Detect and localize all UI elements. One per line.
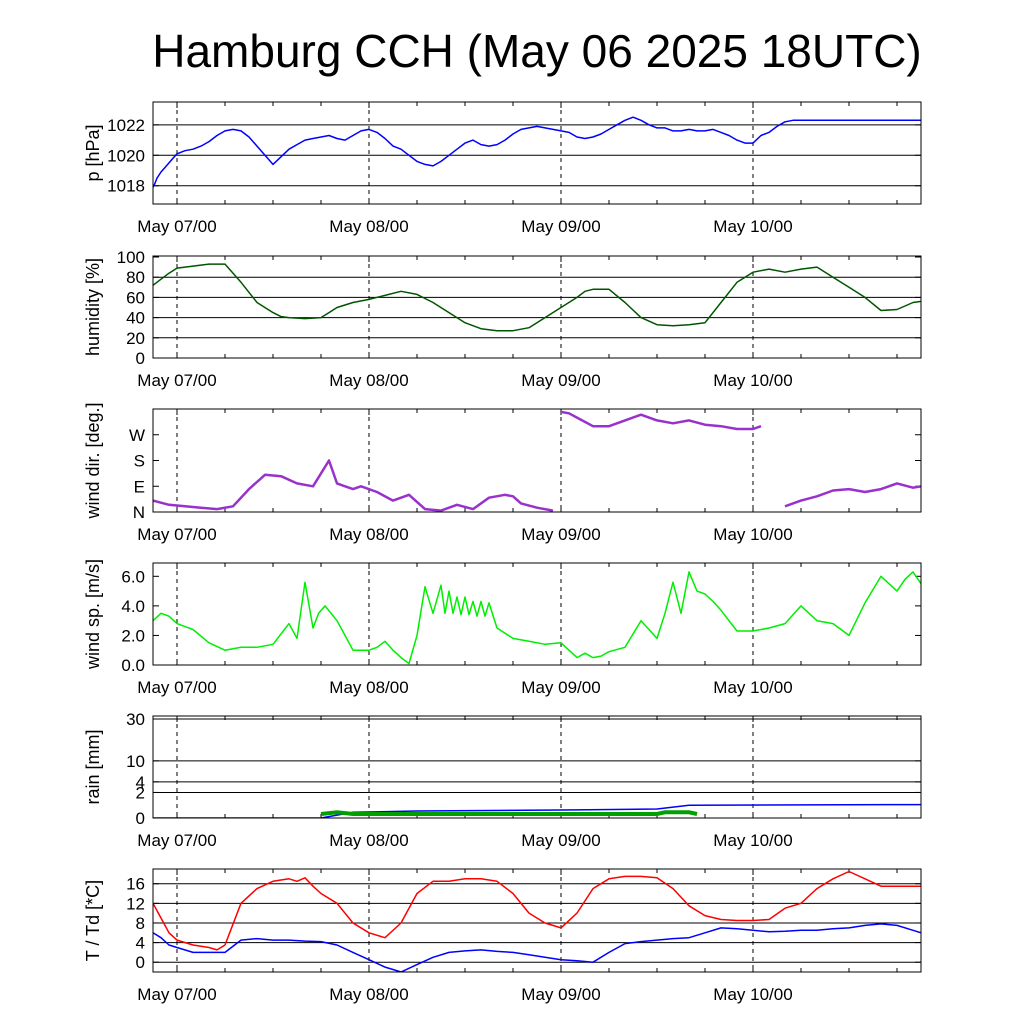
y-axis-label: humidity [%] xyxy=(83,258,103,356)
y-axis-label: rain [mm] xyxy=(83,729,103,804)
y-axis-label: T / Td [*C] xyxy=(83,880,103,961)
x-tick-label: May 09/00 xyxy=(521,371,600,390)
series-group xyxy=(153,803,921,818)
y-tick-label: 10 xyxy=(126,752,145,771)
y-tick-label: N xyxy=(133,503,145,522)
chart-title: Hamburg CCH (May 06 2025 18UTC) xyxy=(152,25,922,77)
x-tick-label: May 07/00 xyxy=(137,985,216,1004)
x-tick-label: May 07/00 xyxy=(137,371,216,390)
x-tick-label: May 09/00 xyxy=(521,525,600,544)
x-tick-label: May 08/00 xyxy=(329,678,408,697)
x-tick-label: May 07/00 xyxy=(137,525,216,544)
y-tick-label: 6.0 xyxy=(121,567,145,586)
y-tick-label: 80 xyxy=(126,268,145,287)
x-tick-label: May 08/00 xyxy=(329,525,408,544)
series-group xyxy=(153,116,921,188)
x-tick-label: May 09/00 xyxy=(521,985,600,1004)
y-tick-label: 0 xyxy=(136,953,145,972)
y-tick-label: 4.0 xyxy=(121,597,145,616)
y-tick-label: 20 xyxy=(126,329,145,348)
y-axis-label: wind dir. [deg.] xyxy=(83,402,103,519)
panel-frame xyxy=(152,255,922,359)
y-tick-label: 16 xyxy=(126,875,145,894)
y-tick-label: 100 xyxy=(117,248,145,267)
series-group xyxy=(153,410,921,512)
y-tick-label: 12 xyxy=(126,894,145,913)
y-tick-label: 0 xyxy=(136,809,145,828)
panel-frame xyxy=(152,408,922,513)
x-tick-label: May 09/00 xyxy=(521,217,600,236)
y-tick-label: 1020 xyxy=(107,146,145,165)
panel-frame xyxy=(152,101,922,205)
y-axis-label: p [hPa] xyxy=(83,124,103,181)
x-tick-label: May 07/00 xyxy=(137,678,216,697)
y-tick-label: 0 xyxy=(136,349,145,368)
y-tick-label: 2 xyxy=(136,783,145,802)
y-tick-label: 0.0 xyxy=(121,656,145,675)
series-hourly xyxy=(320,810,698,816)
panel-frame xyxy=(152,562,922,666)
series-accumulated xyxy=(153,803,921,818)
x-tick-label: May 08/00 xyxy=(329,831,408,850)
y-tick-label: W xyxy=(129,426,145,445)
series-group xyxy=(153,263,921,332)
x-tick-label: May 10/00 xyxy=(713,371,792,390)
series-T xyxy=(153,870,921,951)
x-tick-label: May 08/00 xyxy=(329,371,408,390)
x-tick-label: May 08/00 xyxy=(329,217,408,236)
panel-frame xyxy=(152,868,922,973)
y-tick-label: E xyxy=(134,477,145,496)
series-rh xyxy=(153,263,921,332)
series-p xyxy=(153,116,921,188)
y-tick-label: 4 xyxy=(136,934,145,953)
y-tick-label: 4 xyxy=(136,773,145,792)
x-tick-label: May 07/00 xyxy=(137,831,216,850)
y-tick-label: 40 xyxy=(126,309,145,328)
x-tick-label: May 08/00 xyxy=(329,985,408,1004)
x-tick-label: May 07/00 xyxy=(137,217,216,236)
y-tick-label: 8 xyxy=(136,914,145,933)
y-tick-label: 1022 xyxy=(107,116,145,135)
y-axis-label: wind sp. [m/s] xyxy=(83,559,103,670)
series-Td xyxy=(153,923,921,972)
x-tick-label: May 10/00 xyxy=(713,525,792,544)
y-tick-label: 60 xyxy=(126,288,145,307)
series-group xyxy=(153,870,921,972)
series-dir xyxy=(153,410,921,512)
x-tick-label: May 09/00 xyxy=(521,831,600,850)
panel-frame xyxy=(152,715,922,819)
y-tick-label: S xyxy=(134,452,145,471)
panel-rain: 0 24 10 30 rain [mm] May 07/00 May 08/00 May 09… xyxy=(83,710,922,850)
x-tick-label: May 10/00 xyxy=(713,217,792,236)
y-tick-label: 30 xyxy=(126,710,145,729)
x-tick-label: May 09/00 xyxy=(521,678,600,697)
y-tick-label: 1018 xyxy=(107,177,145,196)
series-ff xyxy=(153,571,921,665)
y-tick-label: 2.0 xyxy=(121,626,145,645)
x-tick-label: May 10/00 xyxy=(713,985,792,1004)
series-group xyxy=(153,571,921,665)
panel-wind_speed: 0.0 2.0 4.0 6.0 wind sp. [m/s] May 07/00 May 0… xyxy=(83,559,922,697)
x-tick-label: May 10/00 xyxy=(713,831,792,850)
x-tick-label: May 10/00 xyxy=(713,678,792,697)
